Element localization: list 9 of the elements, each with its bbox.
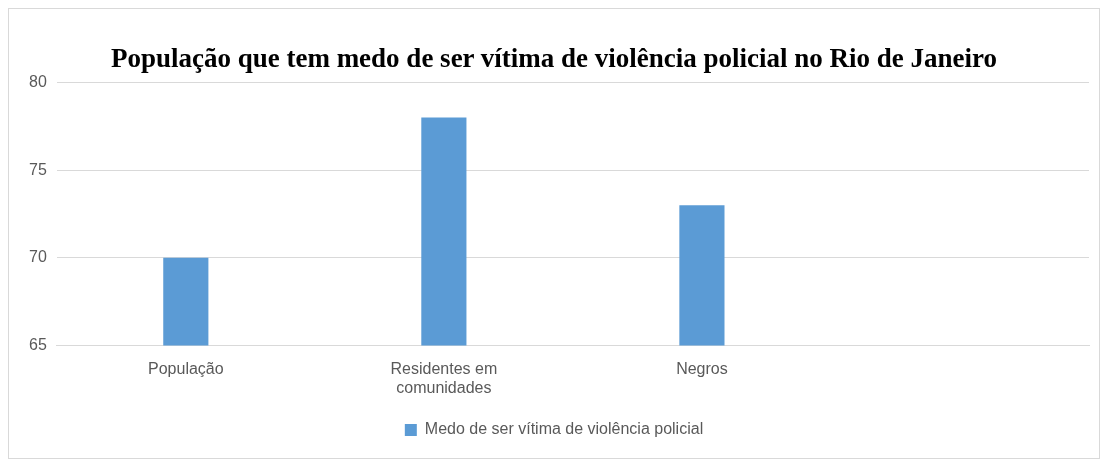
y-tick-label: 75 xyxy=(29,160,47,178)
chart-title: População que tem medo de ser vítima de violência policial no Rio de Janeiro xyxy=(110,43,998,74)
y-tick-label: 80 xyxy=(29,72,47,90)
legend-label: Medo de ser vítima de violência policial xyxy=(424,420,704,438)
x-tick-label: Residentes em comunidades xyxy=(390,359,498,396)
x-tick-label: Negros xyxy=(676,359,728,377)
x-tick-label: População xyxy=(148,359,224,377)
y-tick-label: 70 xyxy=(29,248,47,266)
y-tick-label: 65 xyxy=(29,336,47,354)
